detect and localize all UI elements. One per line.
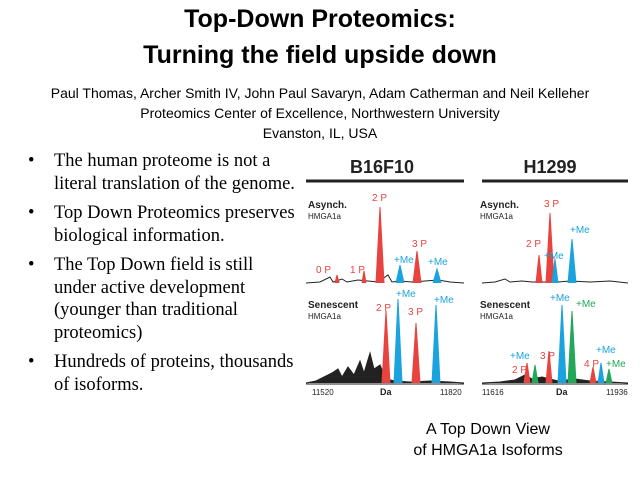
h1299-bottom-sub: HMGA1a [480,312,513,321]
bullet-marker: • [28,352,35,372]
b16f10-bottom-label-me1: +Me [396,289,416,300]
location: Evanston, IL, USA [262,125,378,141]
b16f10-top-label-1p: 1 P [350,265,365,276]
bullet-text: Hundreds of proteins, thousands of isofo… [54,352,294,395]
b16f10-top-label: Asynch. [308,200,347,211]
b16f10-axis-unit: Da [380,387,392,397]
h1299-top-label-me1: +Me [570,225,590,236]
bullet-marker: • [28,255,35,275]
h1299-top-peak-3p [545,212,555,284]
b16f10-bottom-spectrum: +Me +Me 2 P 3 P [305,289,465,384]
b16f10-top-sub: HMGA1a [308,212,341,221]
h1299-bottom-label-me1: +Me [550,293,570,304]
h1299-bottom-label-3p: 3 P [540,351,555,362]
bullet-item: • Hundreds of proteins, thousands of isof… [28,351,300,396]
h1299-top-sub: HMGA1a [480,212,513,221]
h1299-bottom-peak-me1c [597,362,605,384]
b16f10-top-peak-3p [412,250,422,284]
b16f10-axis-end: 11820 [440,388,462,397]
b16f10-top-peak-me1 [395,264,405,284]
b16f10-header: B16F10 [350,157,414,177]
slide-subtitle: Turning the field upside down [143,41,497,69]
b16f10-top-label-0p: 0 P [316,265,331,276]
b16f10-bottom-peak-me1b [431,304,441,384]
h1299-top-label-3p: 3 P [544,199,559,210]
b16f10-top-label-3p: 3 P [412,239,427,250]
bullet-text: Top Down Proteomics preserves biological… [54,203,295,246]
h1299-bottom-peak-me2 [567,310,577,384]
h1299-bottom-label-me2: +Me [576,299,596,310]
bullet-list: • The human proteome is not a literal tra… [28,150,300,403]
h1299-bottom-peak-2p [523,362,531,384]
h1299-bottom-label-2p: 2 P [512,365,527,376]
h1299-bottom-label-me1c: +Me [596,345,616,356]
h1299-bottom-label-me1b: +Me [510,351,530,362]
h1299-top-peak-me1b [567,238,577,284]
b16f10-bottom-peak-3p [411,322,421,384]
h1299-bottom-baseline [481,374,629,384]
b16f10-top-peak-2p [375,206,385,284]
h1299-bottom-peak-3p [545,350,553,384]
b16f10-top-spectrum: 2 P 3 P 0 P 1 P +Me +Me [305,193,465,284]
h1299-top-baseline [481,278,629,284]
bullet-marker: • [28,151,35,171]
h1299-bottom-label: Senescent [480,300,531,311]
h1299-bottom-peak-me1b [557,304,567,384]
h1299-axis-unit: Da [556,387,568,397]
authors: Paul Thomas, Archer Smith IV, John Paul … [50,85,590,101]
h1299-top-label-2p: 2 P [526,239,541,250]
b16f10-top-peak-1p [361,270,367,284]
h1299-bottom-label-4p: 4 P [584,359,599,370]
b16f10-bottom-label-2p: 2 P [376,303,391,314]
figure-caption-line1: A Top Down View [426,421,550,438]
b16f10-bottom-peak-2p [381,310,391,384]
figure-caption-line2: of HMGA1a Isoforms [413,442,563,459]
slide-title: Top-Down Proteomics: [184,5,456,33]
b16f10-top-peak-0p [334,274,340,284]
bullet-text: The human proteome is not a literal tran… [54,151,295,194]
h1299-top-label-me1b: +Me [544,251,564,262]
b16f10-top-label-me1: +Me [394,255,414,266]
h1299-axis-end: 11936 [606,388,628,397]
b16f10-bottom-label-me1b: +Me [434,295,454,306]
b16f10-bottom-sub: HMGA1a [308,312,341,321]
h1299-bottom-peak-me1 [531,364,539,384]
h1299-top-spectrum: 3 P 2 P +Me +Me [481,199,629,284]
h1299-axis-start: 11616 [482,388,504,397]
b16f10-top-label-me1b: +Me [428,257,448,268]
bullet-text: The Top Down field is still under active… [54,255,254,343]
h1299-bottom-label-me2b: +Me [606,359,626,370]
b16f10-bottom-label: Senescent [308,300,359,311]
hmga1a-spectra-figure: B16F10 H1299 Asynch. HMGA1a Asynch. HMGA… [305,157,629,397]
h1299-header: H1299 [523,157,576,177]
b16f10-top-peak-me1b [432,267,442,284]
bullet-item: • Top Down Proteomics preserves biologica… [28,202,300,247]
h1299-bottom-spectrum: +Me +Me +Me 3 P +Me 4 P +Me 2 P [481,293,629,384]
b16f10-axis-start: 11520 [312,388,334,397]
bullet-item: • The Top Down field is still under activ… [28,254,300,344]
b16f10-bottom-peak-me1 [393,298,403,384]
bullet-item: • The human proteome is not a literal tra… [28,150,300,195]
affiliation: Proteomics Center of Excellence, Northwe… [140,105,500,121]
h1299-bottom-peak-4p [589,366,597,384]
bullet-marker: • [28,203,35,223]
h1299-bottom-peak-me2b [605,368,613,384]
h1299-top-peak-me1 [551,258,559,284]
b16f10-top-label-2p: 2 P [372,193,387,204]
b16f10-bottom-baseline [305,351,465,384]
b16f10-bottom-label-3p: 3 P [408,307,423,318]
h1299-top-peak-2p [535,254,543,284]
h1299-top-label: Asynch. [480,200,519,211]
